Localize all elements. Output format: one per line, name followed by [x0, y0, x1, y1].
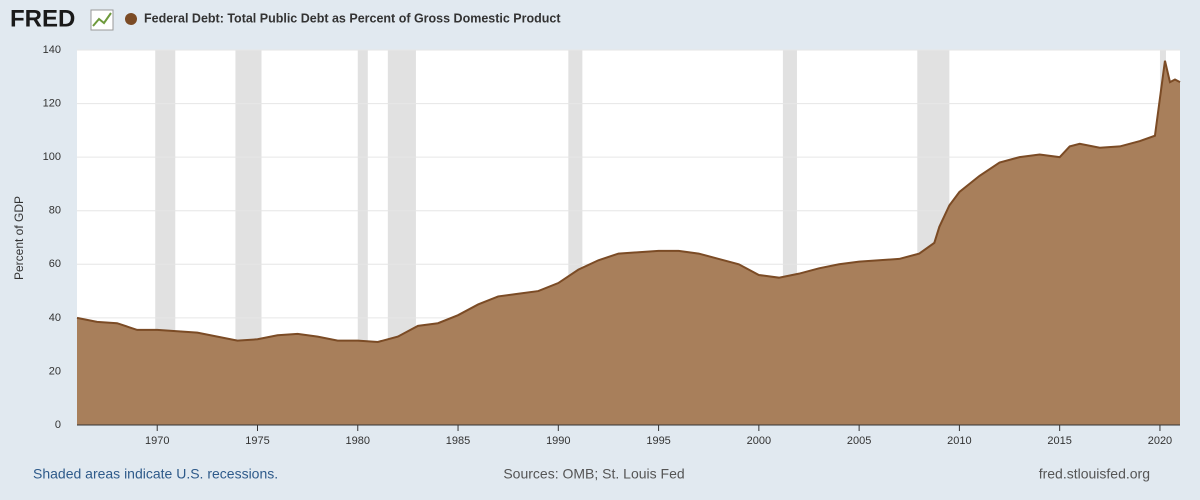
source: Sources: OMB; St. Louis Fed [503, 466, 684, 482]
y-tick-label: 80 [49, 205, 61, 217]
y-tick-label: 120 [43, 97, 61, 109]
y-tick-label: 20 [49, 365, 61, 377]
x-tick-label: 1980 [346, 435, 370, 447]
recession-note[interactable]: Shaded areas indicate U.S. recessions. [33, 466, 278, 482]
legend-title: Federal Debt: Total Public Debt as Perce… [144, 11, 561, 25]
x-tick-label: 1990 [546, 435, 570, 447]
legend-swatch [125, 13, 137, 25]
x-tick-label: 2020 [1148, 435, 1172, 447]
logo[interactable]: FRED [10, 5, 75, 32]
line [76, 60, 1181, 343]
y-tick-label: 60 [49, 258, 61, 270]
x-tick-label: 2005 [847, 435, 871, 447]
x-tick-label: 1970 [145, 435, 169, 447]
y-axis-label: Percent of GDP [12, 196, 26, 280]
x-tick-label: 1975 [245, 435, 269, 447]
x-tick-label: 2010 [947, 435, 971, 447]
y-tick-label: 0 [55, 419, 61, 431]
y-tick-label: 140 [43, 44, 61, 56]
area [77, 60, 1180, 425]
x-tick-label: 2000 [747, 435, 771, 447]
x-tick-label: 2015 [1047, 435, 1071, 447]
site-link[interactable]: fred.stlouisfed.org [1039, 466, 1150, 482]
y-tick-label: 40 [49, 312, 61, 324]
y-tick-label: 100 [43, 151, 61, 163]
logo-icon [90, 9, 114, 31]
x-tick-label: 1985 [446, 435, 470, 447]
x-tick-label: 1995 [646, 435, 670, 447]
recession-band [357, 50, 368, 425]
